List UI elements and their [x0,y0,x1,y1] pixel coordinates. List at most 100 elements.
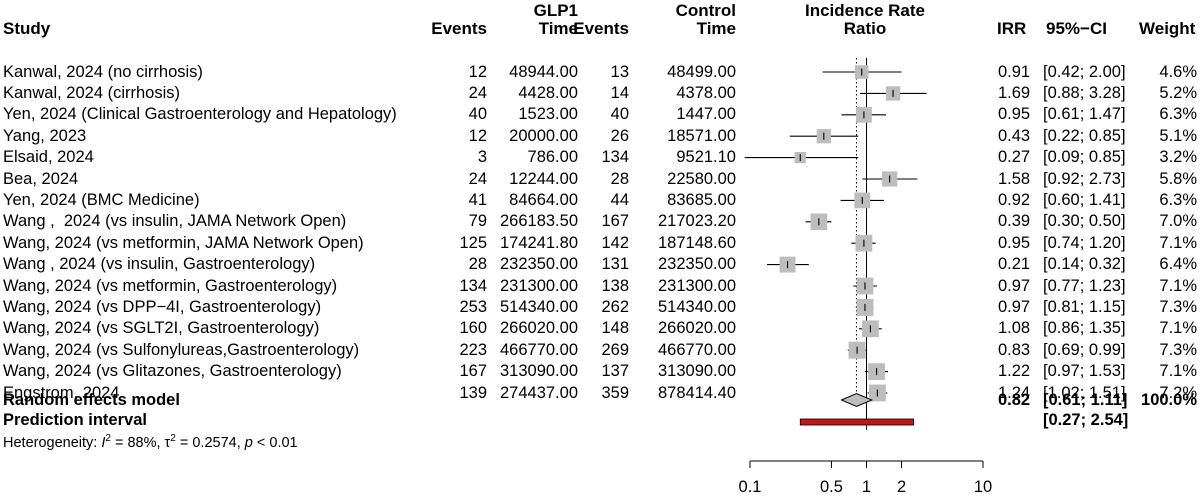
study-name: Yen, 2024 (Clinical Gastroenterology and… [3,105,397,124]
header-events-control: Events [573,19,629,38]
study-name: Kanwal, 2024 (cirrhosis) [3,83,180,102]
heterogeneity-prefix: Heterogeneity: [3,434,102,451]
study-irr: 1.24 [998,383,1031,402]
glp1-events: 3 [477,148,487,167]
study-irr: 0.92 [998,190,1031,209]
study-name: Wang, 2024 (vs SGLT2I, Gastroenterology) [3,319,320,338]
study-name: Wang, 2024 (vs DPP−4I, Gastroenterology) [3,297,322,316]
study-ci: [0.88; 3.28] [1043,83,1126,102]
control-time: 9521.10 [676,148,736,167]
glp1-time: 4428.00 [518,83,578,102]
study-ci: [0.77; 1.23] [1043,276,1126,295]
header-control-time: Time [696,19,736,38]
study-irr: 0.27 [998,148,1031,167]
glp1-events: 41 [468,190,487,209]
glp1-events: 24 [468,83,487,102]
heterogeneity-tau-symbol: τ [164,434,171,451]
glp1-events: 139 [459,383,487,402]
x-tick-label: 1 [862,478,871,496]
heterogeneity-p-symbol: p [244,434,253,451]
study-weight: 3.2% [1159,148,1197,167]
study-ci: [0.81; 1.15] [1043,297,1126,316]
control-time: 48499.00 [667,62,736,81]
control-time: 232350.00 [658,255,736,274]
study-weight: 7.1% [1159,319,1197,338]
random-effects-label: Random effects model [3,391,180,409]
x-tick-label: 0.5 [820,478,843,496]
glp1-time: 12244.00 [509,169,578,188]
study-ci: [0.60; 1.41] [1043,190,1126,209]
glp1-events: 28 [468,255,487,274]
control-events: 134 [601,148,629,167]
control-events: 262 [601,297,629,316]
glp1-time: 274437.00 [500,383,578,402]
study-ci: [0.74; 1.20] [1043,233,1126,252]
header-glp1: GLP1 [533,1,578,20]
glp1-time: 514340.00 [500,297,578,316]
study-name: Engstrom, 2024 [3,383,120,402]
study-irr: 1.08 [998,319,1031,338]
random-effects-irr: 0.82 [998,391,1031,409]
study-weight: 5.8% [1159,169,1197,188]
glp1-time: 20000.00 [509,126,578,145]
control-time: 18571.00 [667,126,736,145]
header-control: Control [675,1,736,20]
study-irr: 0.97 [998,276,1031,295]
glp1-time: 313090.00 [500,362,578,381]
glp1-time: 786.00 [527,148,578,167]
study-weight: 4.6% [1159,62,1197,81]
control-events: 142 [601,233,629,252]
study-irr: 0.43 [998,126,1031,145]
glp1-time: 231300.00 [500,276,578,295]
control-time: 22580.00 [667,169,736,188]
glp1-time: 232350.00 [500,255,578,274]
header-weight: Weight [1139,19,1196,38]
control-time: 878414.40 [658,383,736,402]
study-ci: [0.92; 2.73] [1043,169,1126,188]
study-name: Yen, 2024 (BMC Medicine) [3,190,200,209]
control-events: 28 [610,169,629,188]
control-events: 13 [610,62,629,81]
glp1-events: 167 [459,362,487,381]
study-irr: 0.91 [998,62,1031,81]
control-events: 269 [601,340,629,359]
glp1-events: 40 [468,105,487,124]
study-name: Wang, 2024 (vs Glitazones, Gastroenterol… [3,362,342,381]
control-events: 26 [610,126,629,145]
control-events: 14 [610,83,629,102]
heterogeneity-p-value: < 0.01 [252,434,298,451]
study-ci: [0.42; 2.00] [1043,62,1126,81]
study-irr: 0.21 [998,255,1031,274]
study-name: Wang , 2024 (vs insulin, JAMA Network Op… [3,212,347,231]
study-weight: 7.3% [1159,297,1197,316]
prediction-interval-bar [799,418,915,426]
control-time: 514340.00 [658,297,736,316]
study-irr: 0.95 [998,105,1031,124]
header-irr: IRR [997,19,1027,38]
glp1-events: 125 [459,233,487,252]
study-weight: 5.2% [1159,83,1197,102]
control-events: 359 [601,383,629,402]
study-name: Wang, 2024 (vs Sulfonylureas,Gastroenter… [3,340,360,359]
study-name: Yang, 2023 [3,126,87,145]
study-name: Wang, 2024 (vs metformin, JAMA Network O… [3,233,364,252]
study-irr: 0.95 [998,233,1031,252]
heterogeneity-i-symbol: I [101,434,106,451]
study-weight: 7.1% [1159,362,1197,381]
study-name: Bea, 2024 [3,169,79,188]
heterogeneity-i-value: = 88%, [110,434,165,451]
glp1-events: 223 [459,340,487,359]
control-events: 138 [601,276,629,295]
random-effects-ci: [0.61; 1.11] [1043,391,1128,409]
study-weight: 6.4% [1159,255,1197,274]
glp1-events: 12 [468,126,487,145]
study-irr: 1.69 [998,83,1031,102]
control-time: 266020.00 [658,319,736,338]
control-events: 131 [601,255,629,274]
study-ci: [0.09; 0.85] [1043,148,1126,167]
control-events: 44 [610,190,629,209]
control-events: 148 [601,319,629,338]
glp1-time: 266020.00 [500,319,578,338]
heterogeneity-tau-value: = 0.2574, [175,434,245,451]
